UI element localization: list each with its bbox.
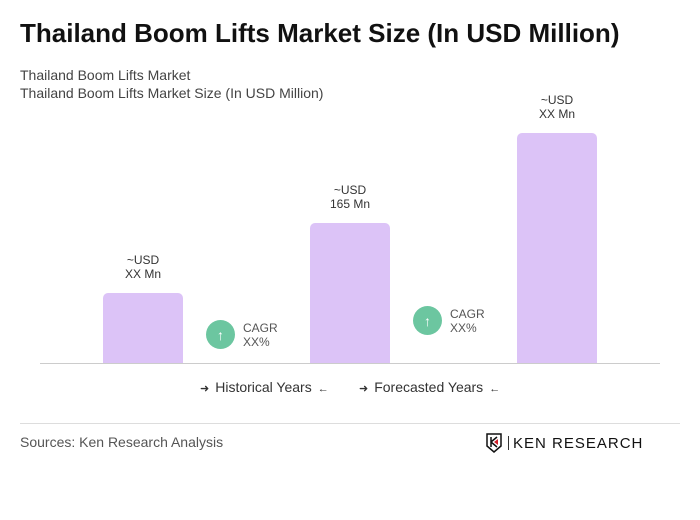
legend-label: Historical Years	[215, 379, 312, 395]
subtitle: Thailand Boom Lifts Market	[20, 67, 191, 83]
legend-label: Forecasted Years	[374, 379, 484, 395]
bar-3	[517, 133, 597, 363]
arrow-up-icon: ↑	[206, 320, 235, 349]
subtitle-2: Thailand Boom Lifts Market Size (In USD …	[20, 85, 324, 101]
legend-forecasted: ➜ Forecasted Years ←	[359, 379, 501, 395]
cagr-badge-2: ↑ CAGR XX%	[413, 306, 485, 335]
bar-2	[310, 222, 390, 363]
source-text: Sources: Ken Research Analysis	[20, 434, 224, 450]
cagr-badge-1: ↑ CAGR XX%	[206, 320, 278, 349]
bar-1	[103, 292, 183, 363]
legend-historical: ➜ Historical Years ←	[200, 379, 329, 395]
cagr-value: XX%	[243, 334, 270, 349]
divider	[20, 423, 680, 424]
x-axis	[40, 363, 660, 364]
ken-research-logo: KEN RESEARCH	[486, 433, 643, 453]
logo-text: KEN RESEARCH	[513, 434, 644, 452]
data-label: ~USD XX Mn	[124, 252, 161, 281]
arrow-up-icon: ↑	[413, 306, 442, 335]
logo-icon	[486, 433, 502, 453]
cagr-label: CAGR	[450, 306, 485, 321]
cagr-label: CAGR	[243, 320, 278, 335]
data-label: ~USD XX Mn	[538, 93, 575, 121]
page-title: Thailand Boom Lifts Market Size (In USD …	[20, 18, 620, 48]
cagr-value: XX%	[450, 320, 477, 335]
data-label: ~USD 165 Mn	[329, 182, 371, 211]
